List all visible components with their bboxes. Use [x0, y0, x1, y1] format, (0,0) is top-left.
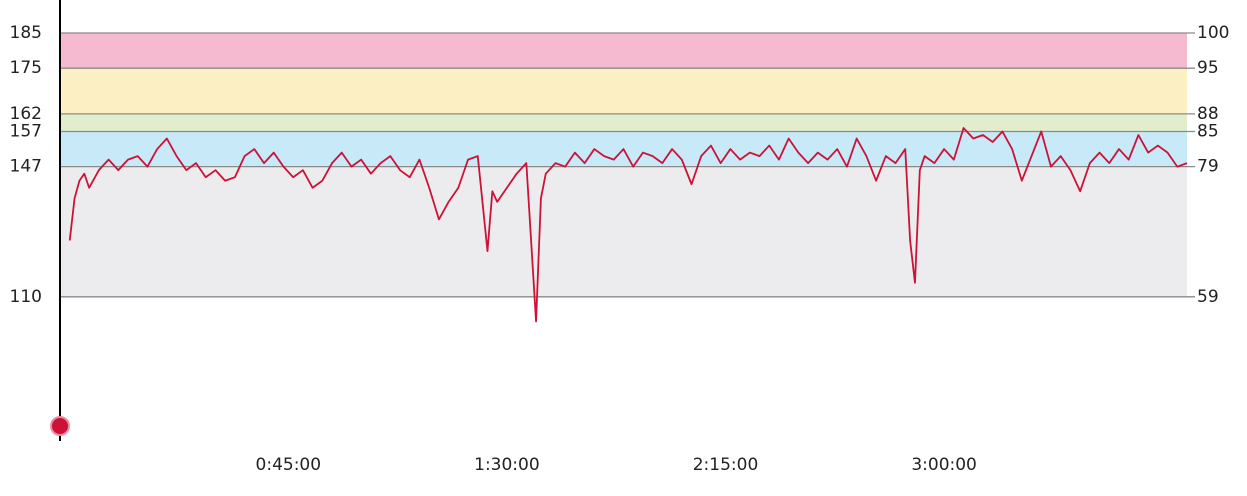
x-tick-label: 1:30:00 — [474, 455, 540, 475]
y2-tick-label: 88 — [1197, 104, 1219, 124]
heart-rate-line — [68, 127, 1188, 323]
heart-rate-zone — [60, 113, 1187, 132]
cursor-handle — [50, 416, 70, 436]
heart-rate-zone — [60, 166, 1187, 297]
y-tick-label: 110 — [10, 287, 42, 307]
heart-rate-zone — [60, 68, 1187, 114]
y2-tick-label: 100 — [1197, 23, 1229, 43]
y-tick-label: 157 — [10, 121, 42, 141]
heart-rate-zone — [60, 33, 1187, 69]
x-tick-label: 3:00:00 — [911, 455, 977, 475]
y-tick-label: 162 — [10, 104, 42, 124]
x-tick-label: 0:45:00 — [256, 455, 322, 475]
y-tick-label: 185 — [10, 23, 42, 43]
y2-tick-label: 59 — [1197, 287, 1219, 307]
y2-tick-label: 95 — [1197, 58, 1219, 78]
x-tick-label: 2:15:00 — [693, 455, 759, 475]
y2-tick-label: 85 — [1197, 122, 1219, 142]
y-tick-label: 147 — [10, 157, 42, 177]
y-tick-label: 175 — [10, 58, 42, 78]
y2-tick-label: 79 — [1197, 157, 1219, 177]
